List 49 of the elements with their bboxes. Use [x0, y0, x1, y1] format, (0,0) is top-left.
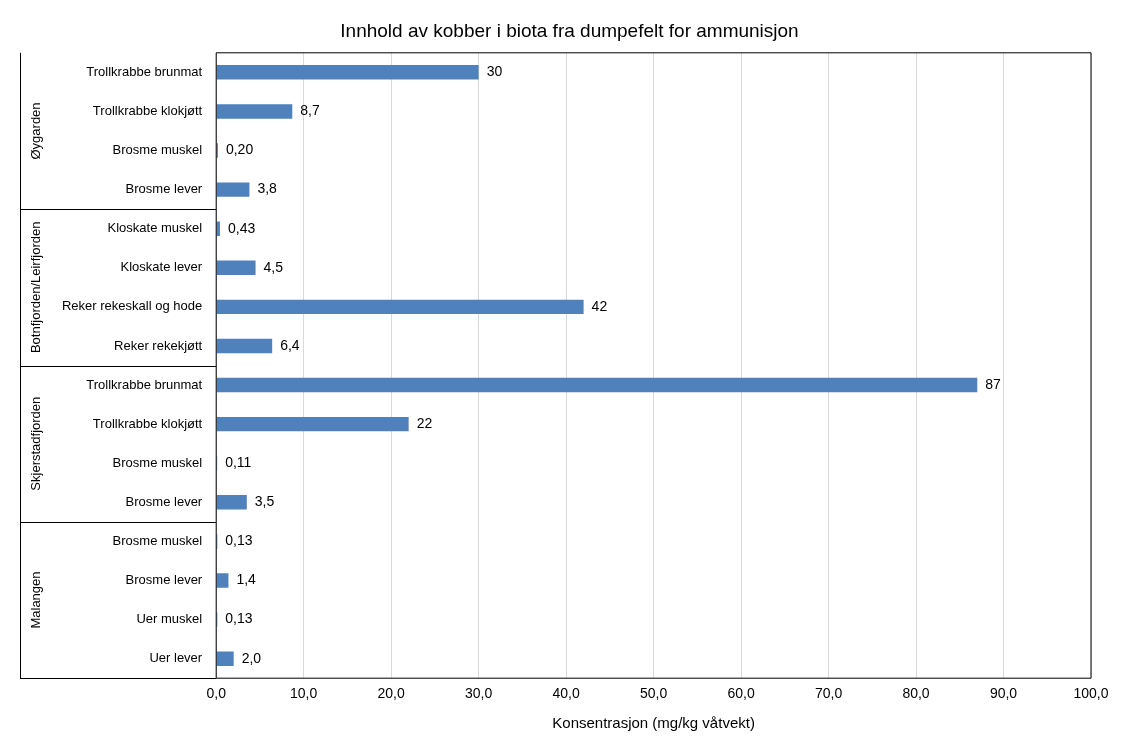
- y-tick-label: Brosme muskel: [112, 454, 203, 470]
- data-label: 0,13: [225, 532, 253, 549]
- data-label: 0,43: [227, 219, 256, 236]
- data-label: 2,0: [241, 649, 262, 666]
- data-label: 42: [591, 297, 608, 314]
- data-label: 3,8: [257, 180, 278, 197]
- text: Øygarden: [27, 102, 43, 160]
- y-tick-label: Trollkrabbe klokjøtt: [92, 103, 203, 119]
- x-tick-label: 100,0: [1073, 685, 1109, 702]
- x-tick-label: 60,0: [727, 685, 755, 702]
- y-tick-label: Reker rekekjøtt: [114, 337, 203, 353]
- y-tick-label: Brosme lever: [125, 493, 203, 509]
- y-tick-label: Brosme lever: [125, 181, 203, 197]
- data-label: 0,11: [225, 454, 252, 471]
- data-label: 0,13: [225, 610, 253, 627]
- x-tick-label: 70,0: [814, 685, 843, 702]
- x-tick-label: 90,0: [989, 685, 1018, 702]
- y-tick-label: Brosme lever: [125, 572, 203, 588]
- y-tick-label: Uer lever: [149, 650, 203, 666]
- text: Skjerstadfjorden: [27, 396, 43, 491]
- x-tick-label: 0,0: [206, 685, 227, 702]
- data-label: 22: [416, 414, 433, 431]
- y-tick-label: Trollkrabbe brunmat: [86, 376, 203, 392]
- data-label: 30: [486, 63, 503, 80]
- y-tick-label: Uer muskel: [136, 611, 203, 627]
- y-tick-label: Kloskate lever: [120, 259, 203, 275]
- x-tick-label: 10,0: [290, 685, 318, 702]
- x-tick-label: 50,0: [639, 685, 668, 702]
- data-label: 8,7: [300, 102, 320, 119]
- y-tick-label: Brosme muskel: [112, 142, 203, 158]
- x-tick-label: 80,0: [902, 685, 930, 702]
- data-label: 0,20: [225, 141, 254, 158]
- data-label: 3,5: [254, 493, 275, 510]
- data-label: 1,4: [236, 571, 257, 588]
- data-label: 4,5: [263, 258, 284, 275]
- y-tick-label: Trollkrabbe brunmat: [86, 63, 203, 79]
- x-tick-label: 20,0: [377, 685, 405, 702]
- y-tick-label: Trollkrabbe klokjøtt: [92, 415, 203, 431]
- y-tick-label: Brosme muskel: [112, 532, 203, 548]
- data-label: 6,4: [280, 336, 300, 353]
- x-axis-title: Konsentrasjon (mg/kg våtvekt): [552, 714, 755, 732]
- y-tick-label: Reker rekeskall og hode: [61, 298, 203, 314]
- chart-title: Innhold av kobber i biota fra dumpefelt for ammunisjon: [340, 19, 799, 41]
- text: Botnfjorden/Leirfjorden: [27, 221, 43, 354]
- data-label: 87: [985, 375, 1002, 392]
- y-tick-label: Kloskate muskel: [107, 220, 203, 236]
- text: Malangen: [27, 571, 43, 629]
- x-tick-label: 30,0: [465, 685, 493, 702]
- x-tick-label: 40,0: [552, 685, 580, 702]
